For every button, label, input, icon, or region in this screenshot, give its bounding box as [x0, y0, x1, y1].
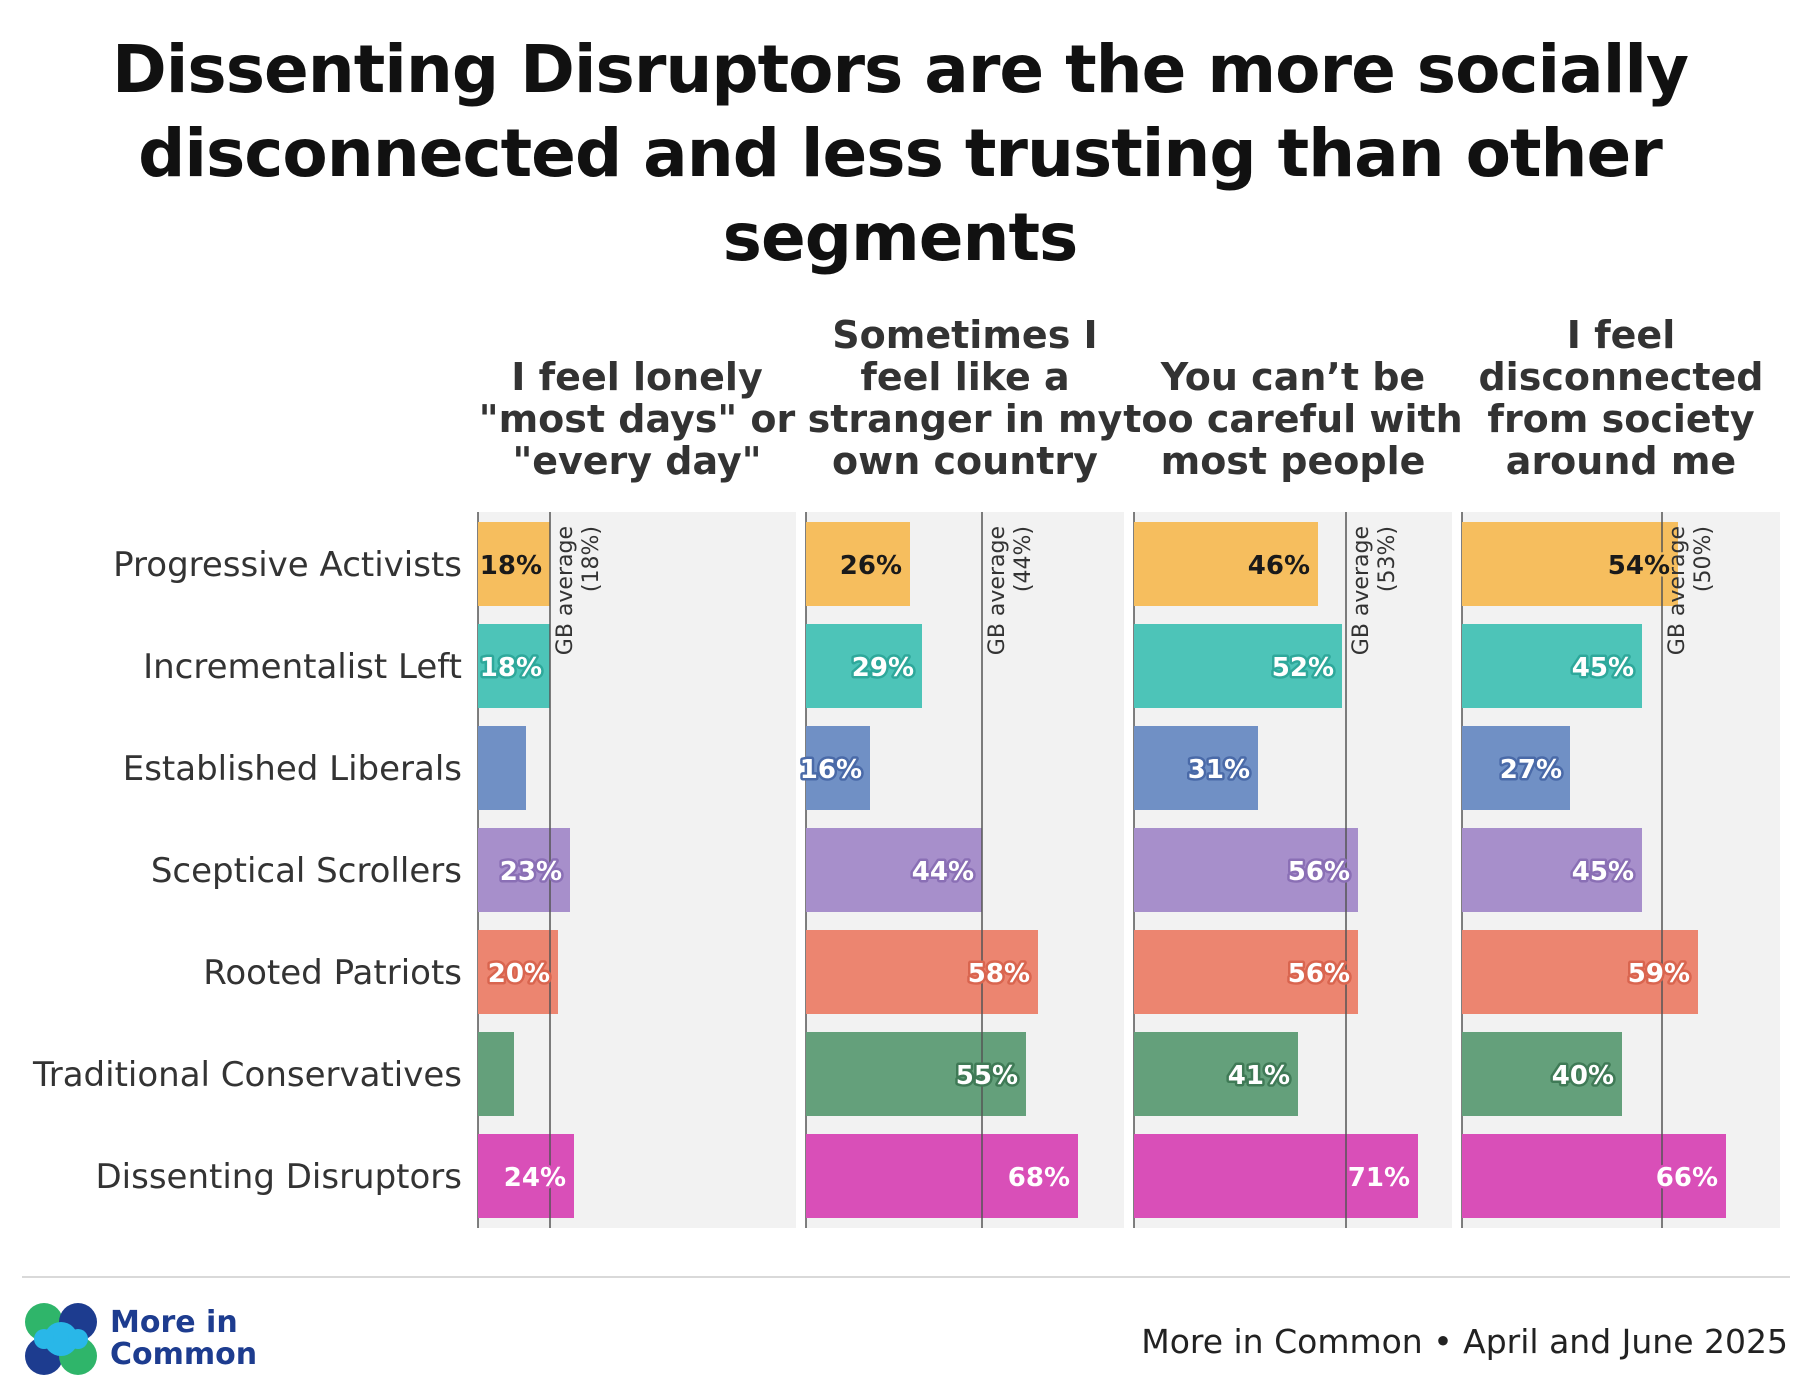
category-label: Established Liberals [123, 749, 462, 789]
panel-title: around me [1506, 439, 1736, 483]
bar [806, 1032, 1026, 1116]
bar [1134, 1032, 1298, 1116]
data-label: 59% [1628, 959, 1690, 989]
data-label: 58% [968, 959, 1030, 989]
data-label: 55% [956, 1061, 1018, 1091]
data-label: 27% [1500, 755, 1562, 785]
bar [478, 726, 526, 810]
bar [1462, 828, 1642, 912]
panel-title: "every day" [512, 439, 761, 483]
data-label: 68% [1008, 1163, 1070, 1193]
bar [478, 624, 550, 708]
data-label: 40% [1552, 1061, 1614, 1091]
source-note: More in Common • April and June 2025 [1141, 1322, 1788, 1361]
bar [806, 828, 982, 912]
bar [1134, 828, 1358, 912]
panel-title: feel like a [860, 355, 1069, 399]
data-label: 44% [912, 857, 974, 887]
data-label: 56% [1288, 857, 1350, 887]
panel-title: You can’t be [1160, 355, 1425, 399]
data-label: 18% [480, 551, 542, 581]
bar [806, 1134, 1078, 1218]
data-label: 24% [504, 1163, 566, 1193]
gb-average-label: GB average [985, 526, 1010, 655]
bar-chart: Progressive Activists Incrementalist Left… [32, 313, 1780, 1228]
bar [806, 522, 910, 606]
gb-average-label: (18%) [579, 526, 604, 592]
bar [1462, 522, 1678, 606]
bar [1462, 1134, 1726, 1218]
data-label: 31% [1188, 755, 1250, 785]
footer-divider [22, 1276, 1790, 1278]
bar [806, 726, 870, 810]
more-in-common-logo: More in Common [22, 1300, 257, 1378]
data-label: 16% [800, 755, 862, 785]
data-label: 71% [1348, 1163, 1410, 1193]
data-label: 46% [1248, 551, 1310, 581]
logo-line-2: Common [110, 1337, 258, 1372]
category-label: Incrementalist Left [143, 647, 462, 687]
data-label: 52% [1272, 653, 1334, 683]
gb-average-label: GB average [1665, 526, 1690, 655]
data-label: 26% [840, 551, 902, 581]
data-label: 66% [1656, 1163, 1718, 1193]
bar [1462, 1032, 1622, 1116]
panel-title: "most days" or [479, 397, 796, 441]
category-label: Traditional Conservatives [32, 1055, 462, 1095]
bar [1134, 930, 1358, 1014]
category-label: Dissenting Disruptors [95, 1157, 462, 1197]
logo-icon [25, 1303, 97, 1375]
data-label: 45% [1572, 653, 1634, 683]
bar [806, 624, 922, 708]
bar [478, 522, 550, 606]
data-label: 18% [480, 653, 542, 683]
gb-average-label: (44%) [1011, 526, 1036, 592]
category-label: Progressive Activists [113, 545, 462, 585]
bar [1134, 726, 1258, 810]
gb-average-label: (50%) [1691, 526, 1716, 592]
bar [1462, 930, 1698, 1014]
chart-title: Dissenting Disruptors are the more socia… [112, 31, 1689, 276]
data-label: 56% [1288, 959, 1350, 989]
bar [1134, 624, 1342, 708]
bar [1462, 726, 1570, 810]
data-label: 20% [488, 959, 550, 989]
panel-title: I feel [1567, 313, 1675, 357]
data-label: 23% [500, 857, 562, 887]
panel-title: disconnected [1478, 355, 1763, 399]
category-label: Rooted Patriots [203, 953, 462, 993]
category-label: Sceptical Scrollers [151, 851, 462, 891]
data-label: 41% [1228, 1061, 1290, 1091]
bar [1134, 1134, 1418, 1218]
panel-title: Sometimes I [832, 313, 1097, 357]
panel-title: most people [1161, 439, 1426, 483]
gb-average-label: GB average [553, 526, 578, 655]
data-label: 29% [852, 653, 914, 683]
bar [1134, 522, 1318, 606]
data-label: 54% [1608, 551, 1670, 581]
bar [478, 828, 570, 912]
bar [478, 1032, 514, 1116]
panel-title: I feel lonely [511, 355, 763, 399]
panel-title: own country [832, 439, 1098, 483]
panel-title: too careful with [1123, 397, 1462, 441]
gb-average-label: (53%) [1375, 526, 1400, 592]
logo-line-1: More in [110, 1305, 238, 1340]
panel-title: from society [1487, 397, 1754, 441]
bar [806, 930, 1038, 1014]
gb-average-label: GB average [1349, 526, 1374, 655]
panel-title: stranger in my [808, 397, 1123, 441]
bar [478, 1134, 574, 1218]
bar [478, 930, 558, 1014]
data-label: 45% [1572, 857, 1634, 887]
bar [1462, 624, 1642, 708]
